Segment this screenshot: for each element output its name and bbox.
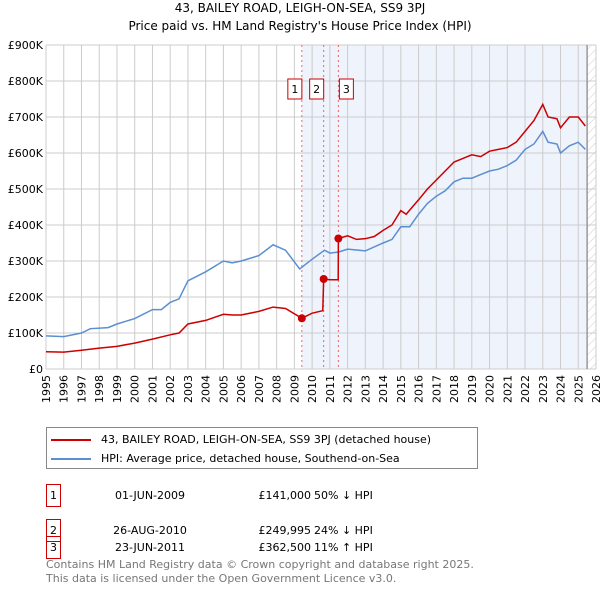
x-tick-label: 2017: [430, 375, 443, 403]
sale-label: 2: [313, 83, 320, 96]
hpi-line: [45, 129, 586, 338]
sale-hpi: 24% ↓ HPI: [314, 524, 373, 537]
chart-subtitle: Price paid vs. HM Land Registry's House …: [128, 19, 471, 33]
sale-hpi: 50% ↓ HPI: [314, 489, 373, 502]
x-tick-label: 1995: [40, 375, 53, 403]
x-tick-label: 1998: [93, 375, 106, 403]
y-tick-label: £300K: [8, 255, 44, 268]
forecast-hatch: [587, 45, 596, 369]
footer: Contains HM Land Registry data © Crown c…: [46, 558, 474, 586]
x-tick-label: 2019: [466, 375, 479, 403]
sale-label: 1: [291, 83, 298, 96]
x-tick-label: 2023: [537, 375, 550, 403]
legend-item-hpi: HPI: Average price, detached house, Sout…: [51, 452, 400, 465]
sale-price: £141,000: [258, 489, 312, 502]
x-tick-label: 2021: [501, 375, 514, 403]
legend-label: HPI: Average price, detached house, Sout…: [101, 452, 400, 465]
x-tick-label: 2009: [288, 375, 301, 403]
x-tick-label: 2024: [555, 375, 568, 403]
x-tick-label: 2018: [448, 375, 461, 403]
x-tick-label: 1997: [75, 375, 88, 403]
x-tick-label: 2012: [342, 375, 355, 403]
y-tick-label: £200K: [8, 291, 44, 304]
x-tick-label: 2005: [217, 375, 230, 403]
x-tick-label: 2007: [253, 375, 266, 403]
x-tick-label: 2002: [164, 375, 177, 403]
legend-item-property: 43, BAILEY ROAD, LEIGH-ON-SEA, SS9 3PJ (…: [51, 433, 431, 446]
sale-point: [297, 314, 306, 323]
property-price-line: [45, 102, 586, 353]
x-tick-label: 2011: [324, 375, 337, 403]
x-tick-label: 2013: [359, 375, 372, 403]
chart-title: 43, BAILEY ROAD, LEIGH-ON-SEA, SS9 3PJ: [175, 1, 426, 15]
sale-point: [319, 275, 328, 284]
sale-number: 3: [46, 536, 61, 559]
sale-point: [334, 234, 343, 243]
y-tick-label: £900K: [8, 39, 44, 52]
y-tick-label: £700K: [8, 111, 44, 124]
x-tick-label: 2003: [182, 375, 195, 403]
sale-number: 1: [46, 484, 61, 507]
x-tick-label: 2008: [271, 375, 284, 403]
sale-date: 26-AUG-2010: [113, 524, 187, 537]
x-tick-label: 1996: [58, 375, 71, 403]
sale-label: 3: [343, 83, 350, 96]
price-chart: 43, BAILEY ROAD, LEIGH-ON-SEA, SS9 3PJ P…: [8, 1, 600, 403]
x-tick-label: 2000: [129, 375, 142, 403]
x-tick-label: 2010: [306, 375, 319, 403]
sale-date: 23-JUN-2011: [114, 541, 186, 554]
legend-label: 43, BAILEY ROAD, LEIGH-ON-SEA, SS9 3PJ (…: [101, 433, 432, 446]
x-tick-label: 2014: [377, 375, 390, 403]
sale-number: 2: [46, 519, 61, 542]
y-tick-label: £0: [29, 363, 43, 376]
x-tick-label: 2025: [572, 375, 585, 403]
x-tick-label: 2001: [146, 375, 159, 403]
x-tick-label: 2026: [590, 375, 600, 403]
x-tick-label: 2004: [200, 375, 213, 403]
sale-date: 01-JUN-2009: [114, 489, 186, 502]
x-tick-label: 1999: [111, 375, 124, 403]
x-tick-label: 2020: [484, 375, 497, 403]
sale-row: 3 23-JUN-2011 £362,500 11% ↑ HPI: [46, 536, 600, 577]
sale-label-box: [338, 78, 354, 100]
y-tick-label: £600K: [8, 147, 44, 160]
sale-label-box: [287, 78, 303, 100]
sale-row: 1 01-JUN-2009 £141,000 50% ↓ HPI: [46, 484, 600, 508]
legend-swatch-blue: [51, 457, 91, 460]
x-tick-label: 2022: [519, 375, 532, 403]
footer-copyright: Contains HM Land Registry data © Crown c…: [46, 558, 474, 571]
legend: 43, BAILEY ROAD, LEIGH-ON-SEA, SS9 3PJ (…: [46, 427, 478, 469]
x-tick-label: 2006: [235, 375, 248, 403]
x-tick-label: 2015: [395, 375, 408, 403]
sale-label-box: [309, 78, 325, 100]
y-tick-label: £400K: [8, 219, 44, 232]
y-tick-label: £500K: [8, 183, 44, 196]
y-tick-label: £800K: [8, 75, 44, 88]
sale-price: £249,995: [258, 524, 312, 537]
x-tick-label: 2016: [413, 375, 426, 403]
sale-price: £362,500: [258, 541, 312, 554]
sale-row: 2 26-AUG-2010 £249,995 24% ↓ HPI: [46, 519, 600, 543]
y-tick-label: £100K: [8, 327, 44, 340]
legend-swatch-red: [51, 438, 91, 441]
sale-hpi: 11% ↑ HPI: [314, 541, 373, 554]
footer-licence: This data is licensed under the Open Gov…: [46, 572, 397, 585]
